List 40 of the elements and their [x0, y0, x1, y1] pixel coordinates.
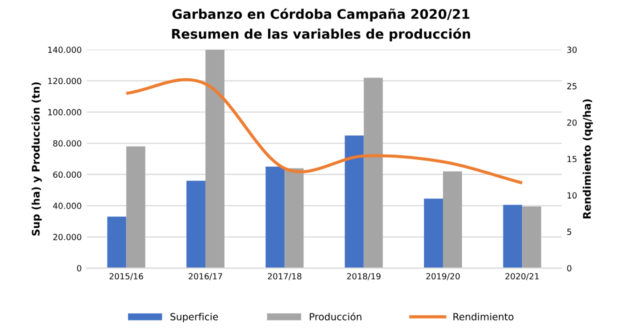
y2-tick-label: 0 — [567, 265, 572, 272]
bar — [503, 204, 522, 268]
x-tick-label: 2020/21 — [505, 273, 539, 280]
y-tick-label: 40.000 — [53, 202, 82, 209]
x-tick-label: 2019/20 — [426, 273, 460, 280]
bar — [442, 171, 462, 268]
bar — [424, 198, 443, 268]
legend-label: Producción — [310, 312, 362, 320]
y-tick-label: 140.000 — [48, 46, 82, 53]
y-tick-label: 20.000 — [53, 234, 82, 240]
y-tick-label: 80.000 — [53, 140, 82, 147]
x-tick-label: 2017/18 — [268, 273, 302, 280]
bar — [205, 50, 224, 268]
bar — [284, 168, 304, 268]
x-tick-label: 2018/19 — [347, 273, 381, 280]
y2-tick-label: 30 — [567, 46, 577, 53]
chart-subtitle: Resumen de las variables de producción — [172, 28, 470, 42]
y-tick-label: 0 — [77, 265, 82, 272]
bar — [266, 166, 285, 268]
legend-label: Rendimiento — [454, 312, 514, 320]
bar — [126, 146, 146, 268]
bar — [522, 206, 542, 268]
y2-axis-title: Rendimiento (qq/ha) — [582, 99, 593, 218]
bar — [344, 135, 364, 268]
bar — [364, 78, 383, 268]
y-axis-title: Sup (ha) y Producción (tn) — [31, 82, 42, 236]
y2-tick-label: 5 — [567, 228, 572, 235]
y2-tick-label: 20 — [567, 119, 577, 126]
y-tick-label: 60.000 — [53, 171, 82, 178]
x-tick-label: 2015/16 — [110, 273, 144, 280]
bar — [107, 216, 126, 268]
y2-tick-label: 25 — [567, 83, 576, 90]
y-tick-label: 100.000 — [48, 109, 82, 116]
bar — [186, 180, 206, 268]
chart-title: Garbanzo en Córdoba Campaña 2020/21 — [172, 8, 470, 22]
y-tick-label: 120.000 — [48, 78, 82, 84]
y2-tick-label: 10 — [568, 192, 577, 199]
legend-label: Superficie — [170, 312, 218, 322]
x-tick-label: 2016/17 — [188, 273, 222, 280]
y2-tick-label: 15 — [568, 156, 576, 162]
